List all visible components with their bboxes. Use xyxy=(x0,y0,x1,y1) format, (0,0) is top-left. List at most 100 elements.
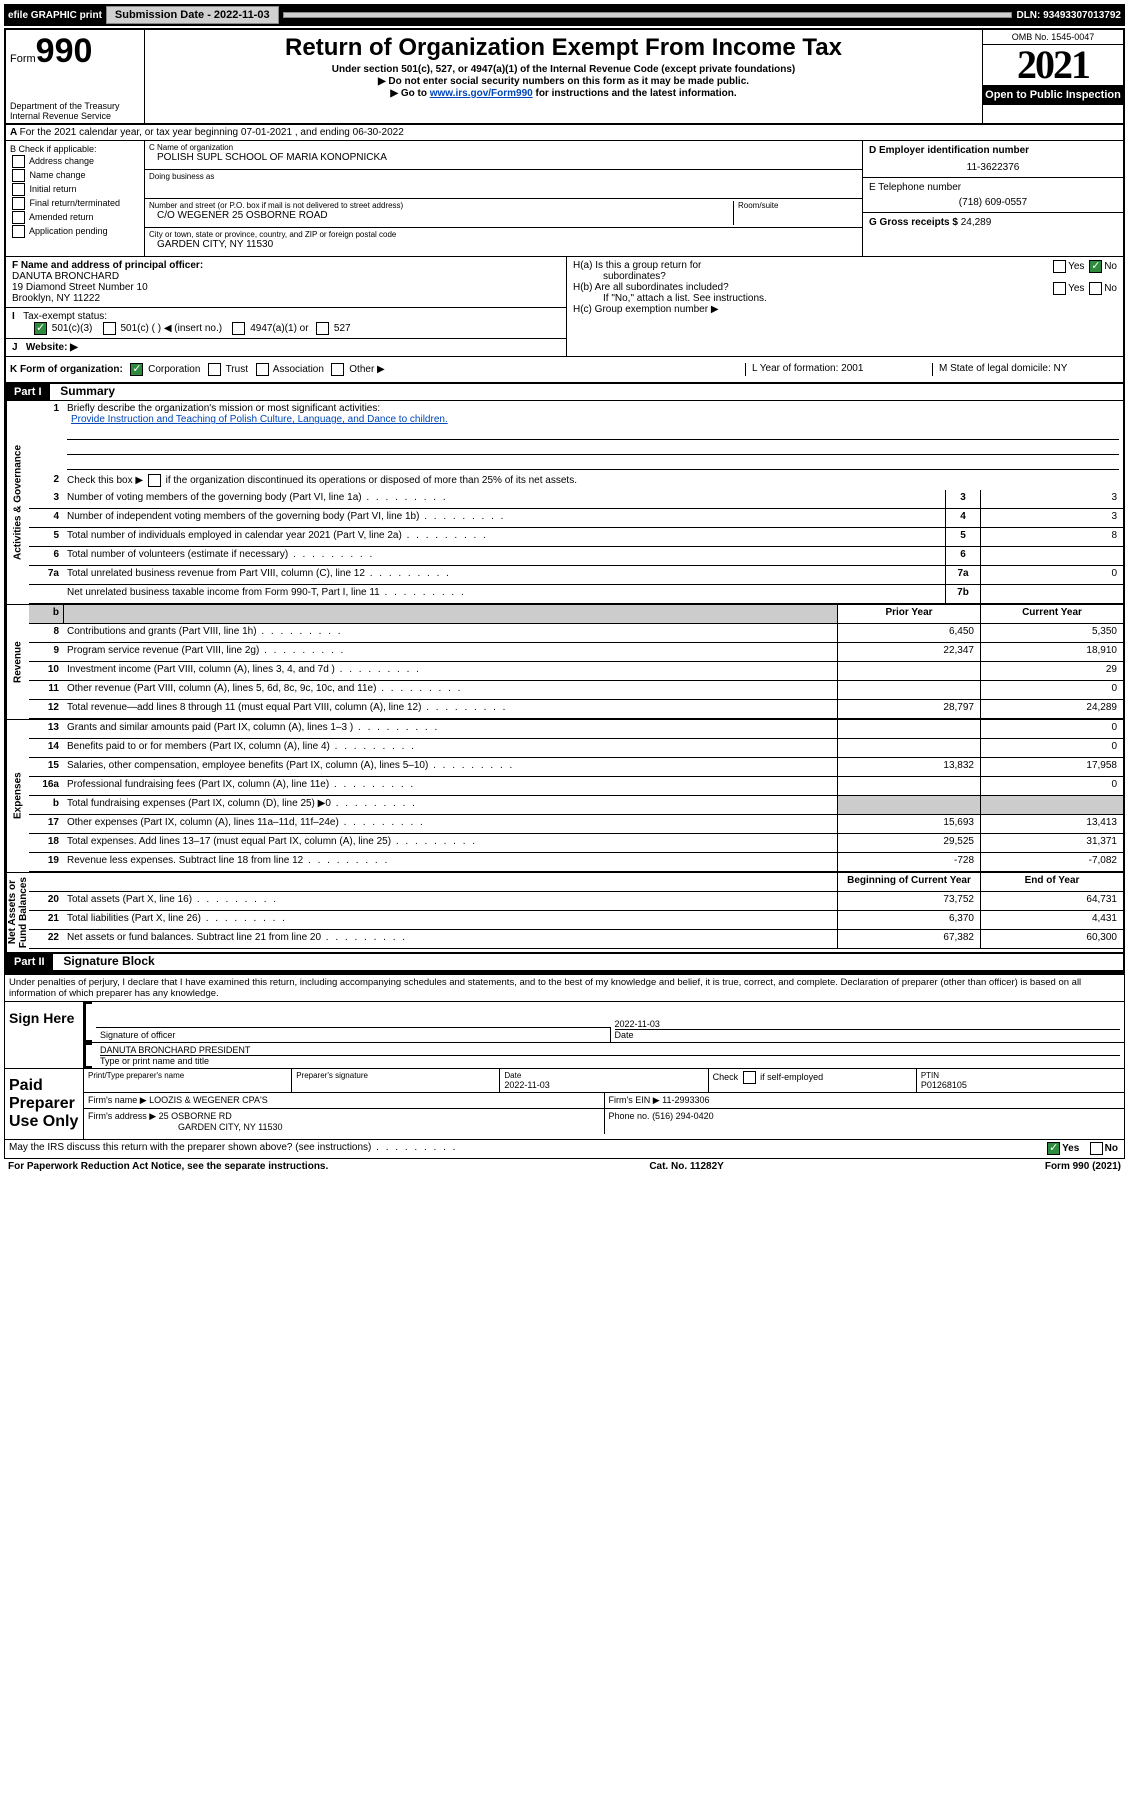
row-a: A For the 2021 calendar year, or tax yea… xyxy=(6,125,1123,141)
year-formation: L Year of formation: 2001 xyxy=(745,363,932,376)
spacer xyxy=(283,12,1013,18)
paid-preparer-section: Paid Preparer Use Only Print/Type prepar… xyxy=(4,1069,1125,1140)
k-label: K Form of organization: xyxy=(10,364,123,375)
bracket-icon xyxy=(84,1002,92,1042)
sig-officer-label: Signature of officer xyxy=(100,1030,175,1040)
section-fh: F Name and address of principal officer:… xyxy=(6,257,1123,357)
section-f: F Name and address of principal officer:… xyxy=(6,257,566,308)
phone-value: (718) 609-0557 xyxy=(869,197,1117,208)
ein-cell: D Employer identification number 11-3622… xyxy=(863,141,1123,178)
officer-typed-name: DANUTA BRONCHARD PRESIDENT xyxy=(100,1045,1120,1055)
summary-line: bTotal fundraising expenses (Part IX, co… xyxy=(29,796,1123,815)
city-cell: City or town, state or province, country… xyxy=(145,228,862,256)
form-header: Form990 Department of the Treasury Inter… xyxy=(6,30,1123,125)
submission-date-button[interactable]: Submission Date - 2022-11-03 xyxy=(106,6,279,24)
checkbox-ha-yes[interactable] xyxy=(1053,260,1066,273)
form-container: Form990 Department of the Treasury Inter… xyxy=(4,28,1125,973)
checkbox-527[interactable] xyxy=(316,322,329,335)
form-number: 990 xyxy=(36,32,93,70)
vtab-expenses: Expenses xyxy=(6,720,29,872)
checkbox-trust[interactable] xyxy=(208,363,221,376)
check-final: Final return/terminated xyxy=(10,197,140,210)
part2-title: Signature Block xyxy=(55,954,154,968)
prep-name-label: Print/Type preparer's name xyxy=(88,1071,287,1080)
officer-addr2: Brooklyn, NY 11222 xyxy=(12,293,100,304)
checkbox-discuss-no[interactable] xyxy=(1090,1142,1103,1155)
revenue-block: Revenue b Prior Year Current Year 8Contr… xyxy=(6,604,1123,719)
checkbox-assoc[interactable] xyxy=(256,363,269,376)
part1-header-row: Part I Summary xyxy=(6,384,1123,401)
expenses-block: Expenses 13Grants and similar amounts pa… xyxy=(6,719,1123,872)
checkbox-501c[interactable] xyxy=(103,322,116,335)
prep-phone-label: Phone no. xyxy=(609,1111,650,1121)
footer: For Paperwork Reduction Act Notice, see … xyxy=(4,1159,1125,1174)
prep-date: 2022-11-03 xyxy=(504,1080,703,1090)
checkbox-corp[interactable] xyxy=(130,363,143,376)
col-current: Current Year xyxy=(980,605,1123,623)
row-a-text: For the 2021 calendar year, or tax year … xyxy=(20,127,404,138)
checkbox-final[interactable] xyxy=(12,197,25,210)
form-title: Return of Organization Exempt From Incom… xyxy=(149,34,978,62)
col-b-title: B Check if applicable: xyxy=(10,144,140,154)
discuss-text: May the IRS discuss this return with the… xyxy=(5,1140,932,1158)
firm-name-label: Firm's name ▶ xyxy=(88,1095,147,1105)
vtab-governance: Activities & Governance xyxy=(6,401,29,604)
checkbox-discuss-yes[interactable] xyxy=(1047,1142,1060,1155)
dba-cell: Doing business as xyxy=(145,170,862,199)
street-cell: Number and street (or P.O. box if mail i… xyxy=(145,199,862,228)
section-bcd: B Check if applicable: Address change Na… xyxy=(6,141,1123,257)
checkbox-self-employed[interactable] xyxy=(743,1071,756,1084)
gross-value: 24,289 xyxy=(961,217,992,228)
col-begin: Beginning of Current Year xyxy=(837,873,980,891)
summary-line: 20Total assets (Part X, line 16)73,75264… xyxy=(29,892,1123,911)
summary-line: 12Total revenue—add lines 8 through 11 (… xyxy=(29,700,1123,719)
check-pending: Application pending xyxy=(10,225,140,238)
checkbox-hb-no[interactable] xyxy=(1089,282,1102,295)
check-name: Name change xyxy=(10,169,140,182)
summary-line: 7aTotal unrelated business revenue from … xyxy=(29,566,1123,585)
header-center: Return of Organization Exempt From Incom… xyxy=(145,30,982,123)
subtitle-3: ▶ Go to www.irs.gov/Form990 for instruct… xyxy=(149,88,978,99)
street-value: C/O WEGENER 25 OSBORNE ROAD xyxy=(149,210,733,221)
checkbox-amended[interactable] xyxy=(12,211,25,224)
city-value: GARDEN CITY, NY 11530 xyxy=(149,239,858,250)
checkbox-initial[interactable] xyxy=(12,183,25,196)
checkbox-hb-yes[interactable] xyxy=(1053,282,1066,295)
checkbox-other[interactable] xyxy=(331,363,344,376)
checkbox-address[interactable] xyxy=(12,155,25,168)
f-label: F Name and address of principal officer: xyxy=(12,260,203,271)
sign-here-label: Sign Here xyxy=(5,1002,84,1068)
summary-line: 22Net assets or fund balances. Subtract … xyxy=(29,930,1123,949)
check-initial: Initial return xyxy=(10,183,140,196)
checkbox-4947[interactable] xyxy=(232,322,245,335)
discuss-row: May the IRS discuss this return with the… xyxy=(4,1140,1125,1159)
check-amended: Amended return xyxy=(10,211,140,224)
summary-line: Net unrelated business taxable income fr… xyxy=(29,585,1123,604)
summary-line: 9Program service revenue (Part VIII, lin… xyxy=(29,643,1123,662)
open-to-public: Open to Public Inspection xyxy=(983,85,1123,105)
row-k: K Form of organization: Corporation Trus… xyxy=(6,357,1123,384)
ruled-line xyxy=(67,425,1119,440)
gross-cell: G Gross receipts $ 24,289 xyxy=(863,213,1123,232)
firm-addr1: 25 OSBORNE RD xyxy=(159,1111,232,1121)
ptin-label: PTIN xyxy=(921,1071,1120,1080)
summary-line: 15Salaries, other compensation, employee… xyxy=(29,758,1123,777)
checkbox-pending[interactable] xyxy=(12,225,25,238)
irs-link[interactable]: www.irs.gov/Form990 xyxy=(430,88,533,99)
part1-badge: Part I xyxy=(6,384,50,400)
summary-line: 8Contributions and grants (Part VIII, li… xyxy=(29,624,1123,643)
col-end: End of Year xyxy=(980,873,1123,891)
ruled-line xyxy=(67,455,1119,470)
summary-line: 5Total number of individuals employed in… xyxy=(29,528,1123,547)
checkbox-ha-no[interactable] xyxy=(1089,260,1102,273)
checkbox-name[interactable] xyxy=(12,169,25,182)
checkbox-discontinued[interactable] xyxy=(148,474,161,487)
col-fij: F Name and address of principal officer:… xyxy=(6,257,567,356)
summary-line: 21Total liabilities (Part X, line 26)6,3… xyxy=(29,911,1123,930)
line1-label: Briefly describe the organization's miss… xyxy=(67,403,380,414)
summary-line: 19Revenue less expenses. Subtract line 1… xyxy=(29,853,1123,872)
checkbox-501c3[interactable] xyxy=(34,322,47,335)
phone-label: E Telephone number xyxy=(869,182,1117,193)
prep-phone: (516) 294-0420 xyxy=(652,1111,714,1121)
summary-line: 18Total expenses. Add lines 13–17 (must … xyxy=(29,834,1123,853)
